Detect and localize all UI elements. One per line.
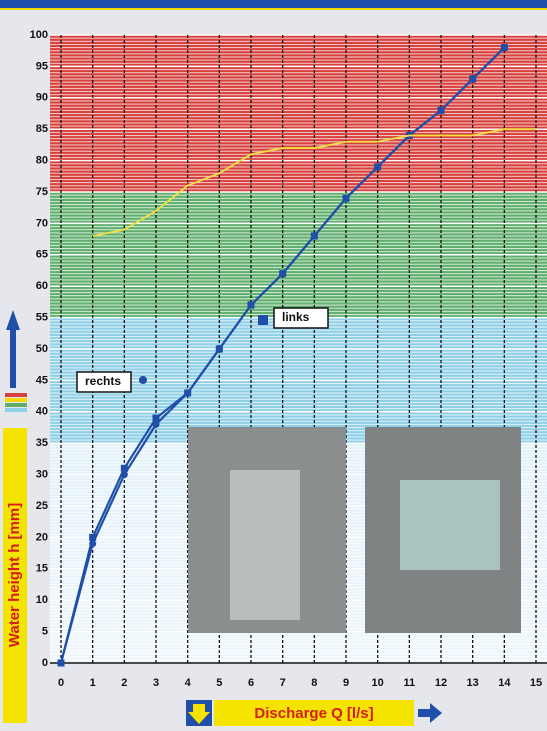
x-tick-label: 8 <box>311 677 317 689</box>
x-tick-label: 1 <box>90 677 96 689</box>
y-tick-label: 30 <box>36 469 48 481</box>
marker <box>342 194 350 202</box>
marker <box>152 414 160 422</box>
marker <box>500 44 508 52</box>
marker <box>57 659 65 667</box>
legend-marker <box>258 315 268 325</box>
y-tick-label: 20 <box>36 531 48 543</box>
right-arrow <box>418 703 442 723</box>
y-tick-label: 65 <box>36 249 48 261</box>
color-key <box>5 408 27 412</box>
x-title-box <box>214 700 414 726</box>
down-arrow <box>188 704 210 724</box>
y-tick-label: 95 <box>36 60 48 72</box>
marker <box>120 471 128 479</box>
x-tick-label: 11 <box>404 677 416 689</box>
color-key <box>5 398 27 402</box>
x-tick-label: 10 <box>372 677 384 689</box>
photo-right-water <box>400 480 500 570</box>
legend-marker <box>139 376 147 384</box>
y-axis-title: Water height h [mm] <box>6 503 23 647</box>
photo-left-channel <box>230 470 300 620</box>
y-tick-label: 0 <box>42 657 48 669</box>
legend-box <box>273 307 329 329</box>
y-title-box <box>3 428 27 723</box>
y-tick-label: 100 <box>30 29 48 41</box>
y-tick-label: 85 <box>36 123 48 135</box>
y-tick-label: 35 <box>36 437 48 449</box>
marker <box>279 270 287 278</box>
y-tick-label: 70 <box>36 217 48 229</box>
marker <box>89 533 97 541</box>
x-tick-label: 5 <box>216 677 222 689</box>
color-key <box>5 393 27 397</box>
x-tick-label: 12 <box>435 677 447 689</box>
y-tick-label: 80 <box>36 155 48 167</box>
color-key <box>5 403 27 407</box>
y-tick-label: 55 <box>36 312 48 324</box>
x-tick-label: 7 <box>280 677 286 689</box>
y-tick-label: 45 <box>36 374 48 386</box>
marker <box>184 389 192 397</box>
x-tick-label: 4 <box>185 677 192 689</box>
x-tick-label: 3 <box>153 677 159 689</box>
x-tick-label: 14 <box>498 677 511 689</box>
y-tick-label: 5 <box>42 626 48 638</box>
top-frame-line <box>0 8 547 10</box>
x-tick-label: 13 <box>467 677 479 689</box>
up-arrow <box>6 310 20 388</box>
legend-box <box>76 371 132 393</box>
y-tick-label: 10 <box>36 594 48 606</box>
y-tick-label: 60 <box>36 280 48 292</box>
marker <box>152 420 160 428</box>
x-tick-label: 6 <box>248 677 254 689</box>
marker <box>374 163 382 171</box>
y-tick-label: 50 <box>36 343 48 355</box>
y-tick-label: 25 <box>36 500 48 512</box>
marker <box>310 232 318 240</box>
x-tick-label: 2 <box>121 677 127 689</box>
marker <box>215 345 223 353</box>
marker <box>120 464 128 472</box>
y-tick-label: 15 <box>36 563 48 575</box>
marker <box>437 106 445 114</box>
y-tick-label: 75 <box>36 186 48 198</box>
marker <box>247 301 255 309</box>
legend-label: rechts <box>85 374 121 388</box>
legend-label: links <box>282 310 310 324</box>
x-tick-label: 15 <box>530 677 542 689</box>
marker <box>89 540 97 548</box>
marker <box>469 75 477 83</box>
y-tick-label: 90 <box>36 92 48 104</box>
x-axis-title: Discharge Q [l/s] <box>254 705 373 722</box>
x-tick-label: 0 <box>58 677 64 689</box>
x-tick-label: 9 <box>343 677 349 689</box>
top-frame <box>0 0 547 8</box>
series-line <box>92 128 536 237</box>
y-tick-label: 40 <box>36 406 48 418</box>
